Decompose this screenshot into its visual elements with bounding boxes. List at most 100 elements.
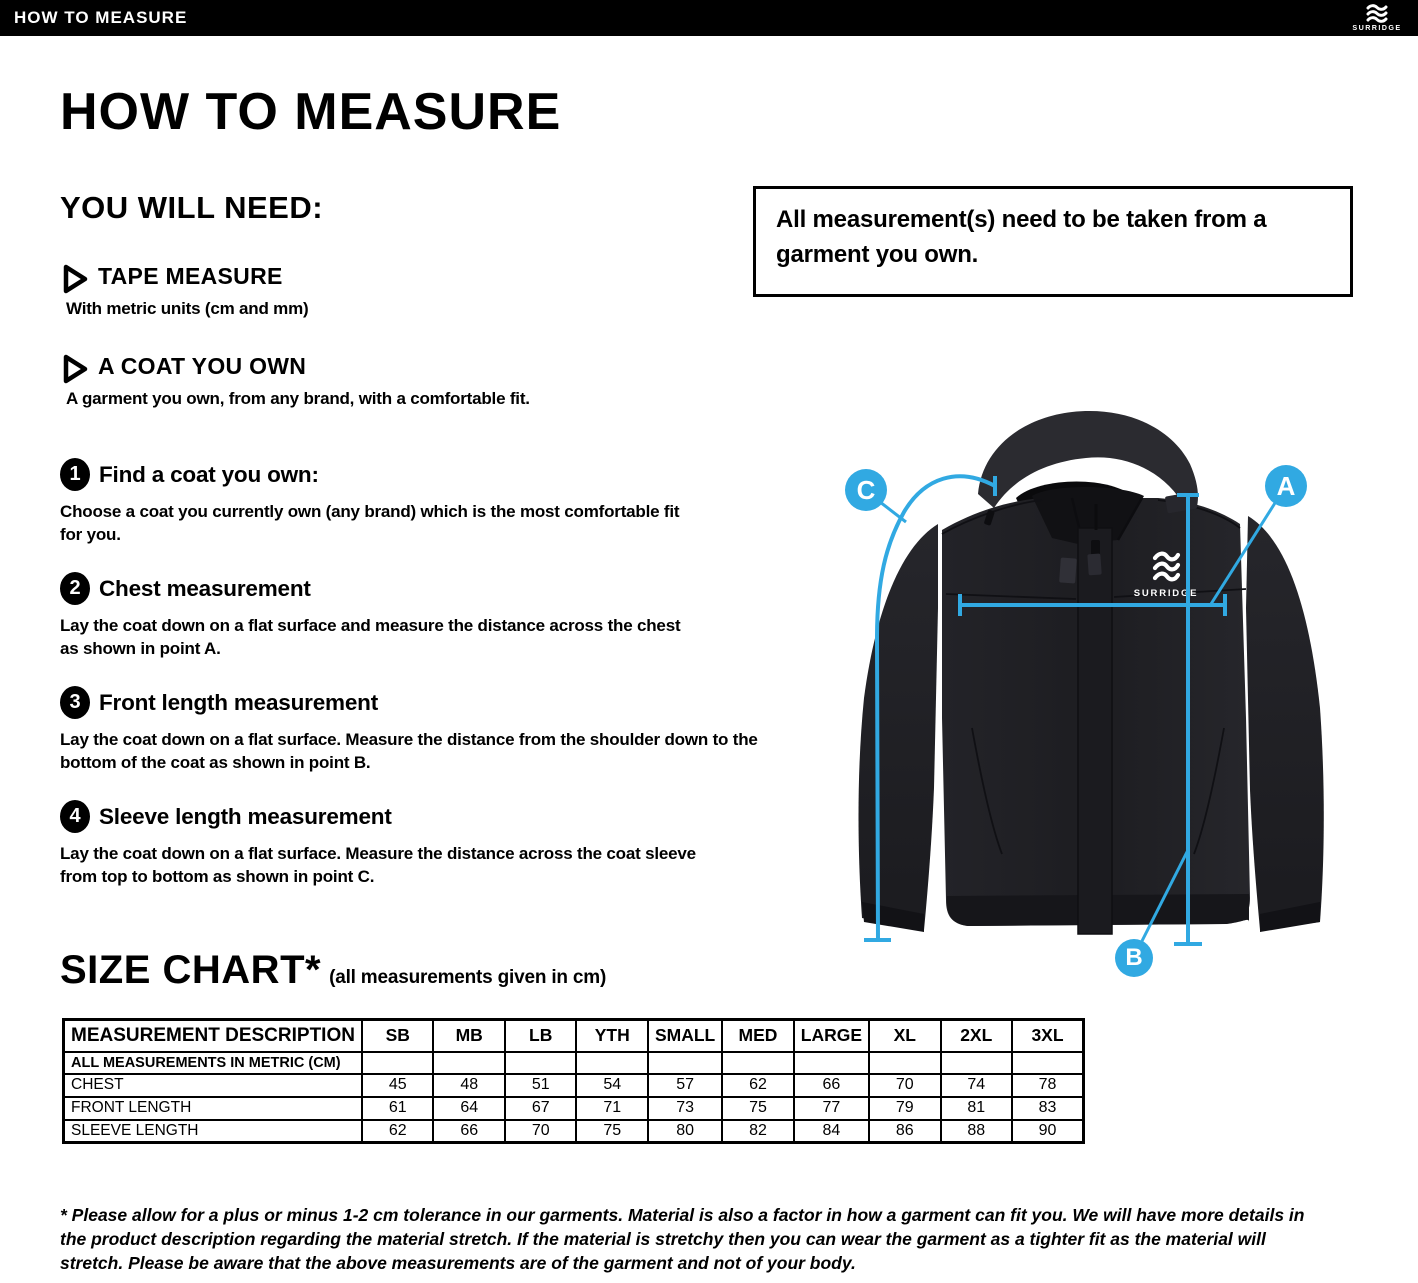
size-chart-heading: SIZE CHART* (all measurements given in cm… — [60, 948, 606, 993]
need-item-description: A garment you own, from any brand, with … — [66, 389, 530, 408]
value-cell: 73 — [646, 1095, 724, 1121]
triangle-bullet-icon — [63, 354, 88, 384]
step-title: Chest measurement — [99, 575, 311, 601]
empty-cell — [1011, 1050, 1085, 1075]
value-cell: 75 — [575, 1118, 649, 1144]
value-cell: 64 — [432, 1095, 506, 1121]
value-cell: 54 — [575, 1072, 649, 1098]
step-body: Lay the coat down on a flat surface. Mea… — [60, 844, 696, 886]
empty-cell — [646, 1050, 724, 1075]
value-cell: 62 — [721, 1072, 795, 1098]
value-cell: 62 — [360, 1118, 435, 1144]
column-header-size: MB — [432, 1018, 506, 1053]
need-item-label: TAPE MEASURE — [98, 263, 283, 289]
point-c-badge: C — [845, 469, 887, 511]
step-title: Sleeve length measurement — [99, 803, 392, 829]
surridge-logo-icon: SURRIDGE — [1352, 4, 1401, 32]
value-cell: 83 — [1011, 1095, 1085, 1121]
value-cell: 74 — [939, 1072, 1013, 1098]
table-row: CHEST 45 48 51 54 57 62 66 70 74 78 — [62, 1072, 1085, 1098]
value-cell: 51 — [503, 1072, 578, 1098]
value-cell: 67 — [503, 1095, 578, 1121]
empty-cell — [868, 1050, 942, 1075]
value-cell: 57 — [646, 1072, 724, 1098]
value-cell: 70 — [868, 1072, 942, 1098]
value-cell: 84 — [792, 1118, 871, 1144]
step-body: Lay the coat down on a flat surface and … — [60, 616, 681, 658]
column-header-size: 3XL — [1011, 1018, 1085, 1053]
measurement-lines — [864, 474, 1277, 946]
need-item-coat: A COAT YOU OWN A garment you own, from a… — [60, 353, 530, 409]
table-row: SLEEVE LENGTH 62 66 70 75 80 82 84 86 88 90 — [62, 1118, 1085, 1144]
value-cell: 66 — [792, 1072, 871, 1098]
column-header-size: 2XL — [939, 1018, 1013, 1053]
value-cell: 71 — [575, 1095, 649, 1121]
column-header-description: MEASUREMENT DESCRIPTION — [62, 1018, 363, 1053]
row-label-cell: SLEEVE LENGTH — [62, 1118, 363, 1144]
column-header-size: XL — [868, 1018, 942, 1053]
size-chart-table: MEASUREMENT DESCRIPTION SB MB LB YTH SMALL MED… — [62, 1018, 1085, 1144]
tolerance-footnote: * Please allow for a plus or minus 1-2 c… — [60, 1205, 1305, 1274]
empty-cell — [939, 1050, 1013, 1075]
value-cell: 66 — [432, 1118, 506, 1144]
value-cell: 86 — [868, 1118, 942, 1144]
triangle-bullet-icon — [63, 264, 88, 294]
empty-cell — [792, 1050, 871, 1075]
value-cell: 82 — [721, 1118, 795, 1144]
jacket-chest-logo: SURRIDGE — [1134, 551, 1199, 599]
step-title: Front length measurement — [99, 689, 378, 715]
measurement-note-box: All measurement(s) need to be taken from… — [753, 186, 1353, 297]
surridge-logo-text: SURRIDGE — [1352, 23, 1401, 32]
table-row: FRONT LENGTH 61 64 67 71 73 75 77 79 81 83 — [62, 1095, 1085, 1121]
jacket-illustration: SURRIDGE — [858, 411, 1324, 946]
step-1: 1 Find a coat you own: Choose a coat you… — [60, 458, 700, 546]
empty-cell — [721, 1050, 795, 1075]
value-cell: 75 — [721, 1095, 795, 1121]
point-a-badge: A — [1265, 465, 1307, 507]
metric-note-cell: ALL MEASUREMENTS IN METRIC (CM) — [62, 1050, 363, 1075]
value-cell: 70 — [503, 1118, 578, 1144]
empty-cell — [575, 1050, 649, 1075]
step-number-badge: 3 — [60, 686, 90, 719]
value-cell: 90 — [1011, 1118, 1085, 1144]
step-2: 2 Chest measurement Lay the coat down on… — [60, 572, 700, 660]
need-item-tape-measure: TAPE MEASURE With metric units (cm and m… — [60, 263, 309, 319]
row-label-cell: FRONT LENGTH — [62, 1095, 363, 1121]
column-header-size: LARGE — [792, 1018, 871, 1053]
column-header-size: YTH — [575, 1018, 649, 1053]
step-3: 3 Front length measurement Lay the coat … — [60, 686, 805, 774]
value-cell: 80 — [646, 1118, 724, 1144]
step-number-badge: 2 — [60, 572, 90, 605]
value-cell: 88 — [939, 1118, 1013, 1144]
need-item-description: With metric units (cm and mm) — [66, 299, 309, 318]
size-chart-title: SIZE CHART* — [60, 948, 322, 992]
top-bar: HOW TO MEASURE SURRIDGE — [0, 0, 1418, 36]
row-label-cell: CHEST — [62, 1072, 363, 1098]
value-cell: 77 — [792, 1095, 871, 1121]
step-title: Find a coat you own: — [99, 461, 319, 487]
value-cell: 45 — [360, 1072, 435, 1098]
empty-cell — [360, 1050, 435, 1075]
step-body: Choose a coat you currently own (any bra… — [60, 502, 680, 544]
jacket-measurement-diagram: SURRIDGE — [820, 398, 1390, 990]
empty-cell — [432, 1050, 506, 1075]
size-chart-subtitle: (all measurements given in cm) — [329, 967, 607, 988]
svg-text:SURRIDGE: SURRIDGE — [1134, 588, 1199, 599]
point-b-badge: B — [1115, 939, 1153, 977]
page-title: HOW TO MEASURE — [60, 83, 562, 141]
column-header-size: SMALL — [646, 1018, 724, 1053]
value-cell: 81 — [939, 1095, 1013, 1121]
value-cell: 61 — [360, 1095, 435, 1121]
step-4: 4 Sleeve length measurement Lay the coat… — [60, 800, 725, 888]
column-header-size: SB — [360, 1018, 435, 1053]
need-item-label: A COAT YOU OWN — [98, 353, 307, 379]
step-body: Lay the coat down on a flat surface. Mea… — [60, 730, 758, 772]
value-cell: 78 — [1011, 1072, 1085, 1098]
column-header-size: MED — [721, 1018, 795, 1053]
column-header-size: LB — [503, 1018, 578, 1053]
value-cell: 79 — [868, 1095, 942, 1121]
value-cell: 48 — [432, 1072, 506, 1098]
you-will-need-title: YOU WILL NEED: — [60, 190, 324, 225]
top-bar-title: HOW TO MEASURE — [14, 8, 188, 27]
